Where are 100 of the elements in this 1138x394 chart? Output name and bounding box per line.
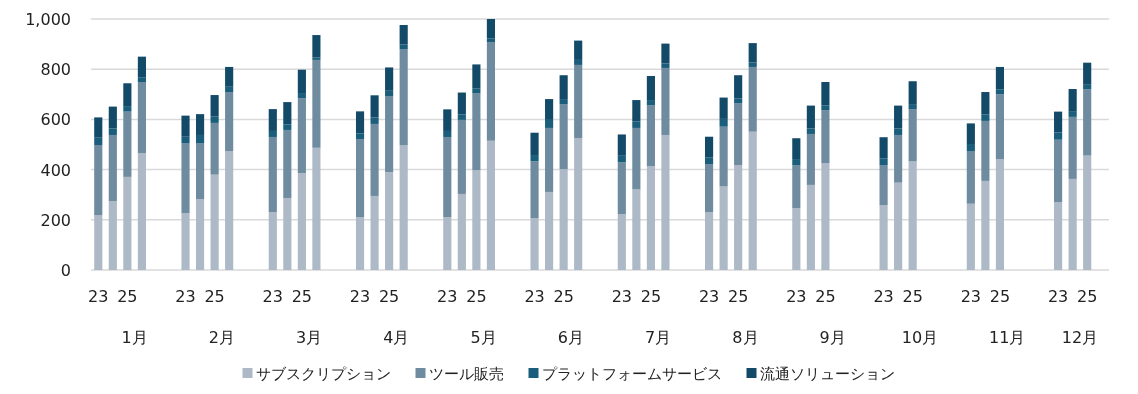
- bar: [908, 81, 917, 105]
- bar: [821, 105, 830, 111]
- bar: [1083, 62, 1092, 85]
- bar: [705, 212, 714, 270]
- x-tick-label: 25: [727, 287, 749, 306]
- x-tick-label: 25: [815, 287, 836, 306]
- bar: [210, 116, 219, 123]
- bar: [981, 120, 990, 181]
- bar: [966, 144, 975, 152]
- text: 1月: [121, 328, 148, 347]
- bar: [355, 133, 365, 139]
- bar: [792, 208, 801, 270]
- bar: [821, 163, 830, 270]
- x-tick-label: 25: [466, 287, 487, 306]
- bar: [530, 161, 539, 219]
- y-tick-label: 200: [40, 210, 71, 230]
- bar: [792, 165, 801, 208]
- bar: [312, 59, 321, 148]
- x-tick-label: 25: [1077, 287, 1098, 306]
- bar: [399, 49, 408, 145]
- bar: [196, 142, 205, 200]
- bar: [559, 75, 568, 100]
- bar: [297, 69, 306, 94]
- bar: [632, 100, 641, 122]
- bar: [966, 151, 975, 204]
- bar: [210, 174, 219, 270]
- x-tick-label: 23: [437, 287, 458, 306]
- bar: [1054, 139, 1063, 202]
- bar: [385, 172, 394, 270]
- bar: [108, 106, 117, 129]
- bar: [94, 145, 103, 216]
- bar: [370, 123, 379, 196]
- bar: [297, 173, 306, 270]
- bar: [719, 97, 728, 119]
- bar: [443, 136, 452, 218]
- bar: [574, 40, 583, 60]
- bar: [108, 200, 117, 270]
- bar: [283, 129, 292, 198]
- bar: [399, 44, 408, 50]
- bar: [734, 75, 743, 99]
- y-tick-label: 1,000: [25, 10, 71, 29]
- bar: [719, 118, 728, 127]
- bar: [268, 212, 277, 270]
- bar: [181, 136, 190, 143]
- bar: [821, 110, 830, 164]
- x-tick-label: 23: [786, 287, 807, 306]
- bar: [981, 92, 990, 115]
- bar: [123, 106, 132, 112]
- bar: [283, 102, 292, 125]
- bar: [894, 105, 903, 129]
- bar: [530, 155, 539, 162]
- bar: [355, 111, 365, 134]
- text: 2月: [208, 328, 235, 347]
- bar: [123, 111, 132, 177]
- bar: [486, 42, 495, 141]
- bar: [94, 215, 103, 270]
- bar: [108, 128, 117, 135]
- x-tick-label: 23: [349, 287, 371, 306]
- bar: [821, 82, 830, 106]
- bar: [879, 204, 888, 270]
- text: 10月: [901, 328, 939, 347]
- bar: [661, 67, 670, 135]
- bar: [443, 217, 452, 270]
- bar: [472, 93, 481, 171]
- bar: [457, 92, 466, 115]
- bar: [196, 114, 205, 135]
- legend-label: プラットフォームサービス: [541, 365, 722, 383]
- y-tick-label: 0: [60, 261, 71, 280]
- bar: [995, 94, 1004, 160]
- bar: [966, 123, 975, 144]
- bar: [705, 157, 714, 165]
- x-tick-label: 23: [1047, 287, 1069, 306]
- bar: [661, 63, 670, 68]
- bar: [908, 161, 917, 270]
- bar: [94, 137, 103, 145]
- x-tick-label: 23: [960, 287, 982, 306]
- bar: [196, 199, 205, 270]
- bar: [617, 134, 626, 156]
- bar: [283, 197, 292, 270]
- bar: [399, 25, 408, 45]
- text: 3月: [296, 328, 323, 347]
- bar: [137, 77, 146, 82]
- bar: [123, 176, 132, 270]
- legend-label: サブスクリプション: [255, 365, 391, 383]
- bar: [646, 100, 655, 106]
- x-tick-label: 25: [989, 287, 1011, 306]
- bar: [268, 130, 277, 137]
- bar: [225, 92, 234, 152]
- bar: [1068, 111, 1077, 117]
- x-tick-label: 23: [873, 287, 894, 306]
- bar: [210, 122, 219, 175]
- x-tick-label: 23: [698, 287, 720, 306]
- text: 9月: [819, 328, 846, 347]
- bar: [472, 64, 481, 89]
- bar: [181, 142, 190, 214]
- x-tick-label: 25: [553, 287, 574, 306]
- bar: [617, 214, 626, 270]
- bar: [734, 165, 743, 270]
- x-tick-label: 23: [262, 287, 283, 306]
- bar: [559, 99, 568, 105]
